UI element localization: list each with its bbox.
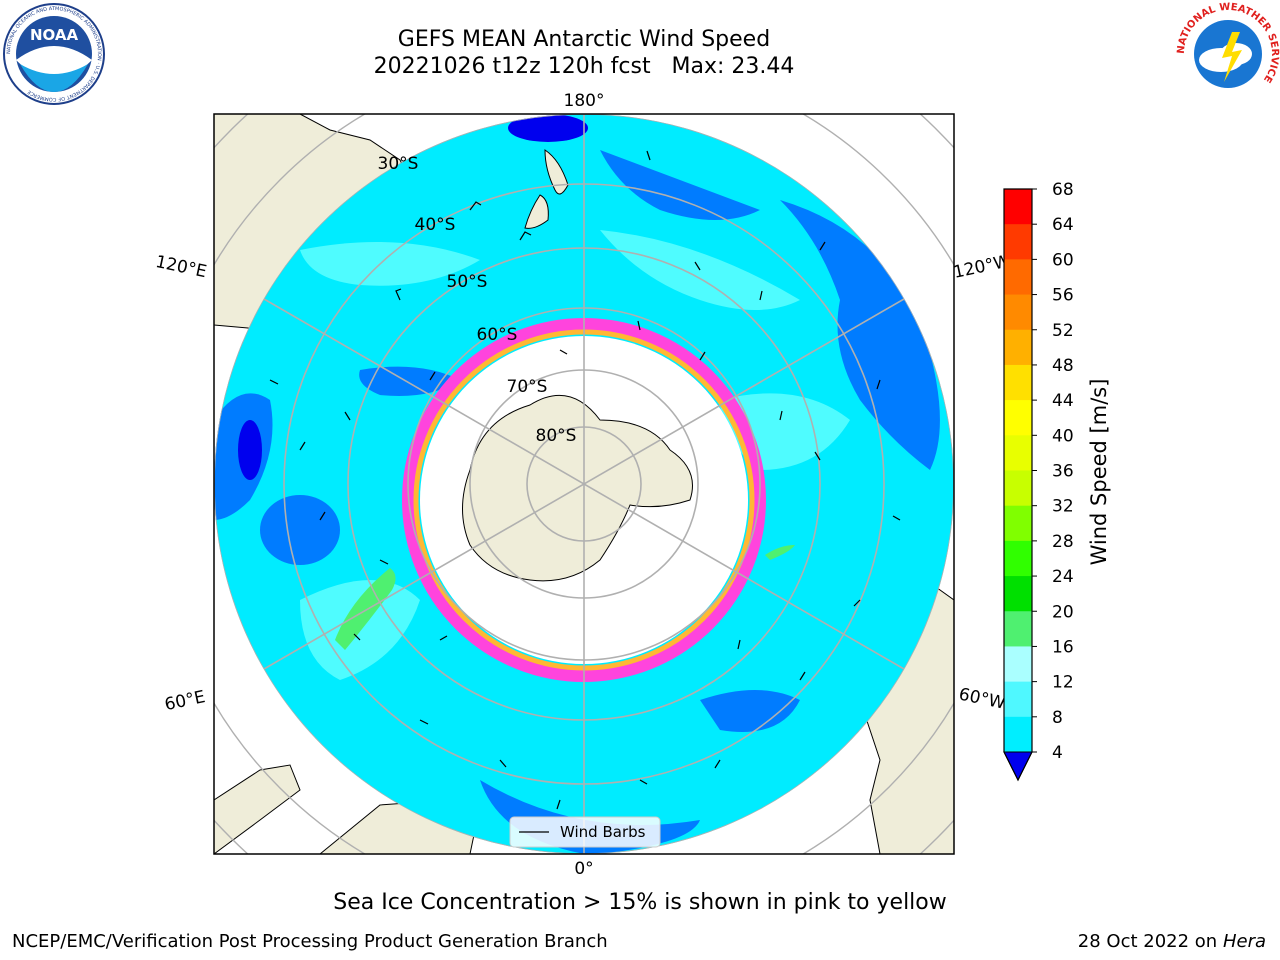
- lon-label-60w: 60°W: [957, 684, 1007, 713]
- colorbar-tick-label: 36: [1052, 462, 1074, 482]
- colorbar-segment: [1004, 329, 1032, 366]
- colorbar-segment: [1004, 716, 1032, 753]
- colorbar-segment: [1004, 435, 1032, 471]
- nws-logo: NATIONAL WEATHER SERVICE: [1176, 2, 1280, 104]
- colorbar-segment: [1004, 681, 1032, 718]
- colorbar-segment: [1004, 259, 1032, 296]
- colorbar-tick-label: 28: [1052, 532, 1074, 552]
- lon-label-180: 180°: [564, 91, 605, 111]
- lon-label-120e: 120°E: [154, 252, 209, 282]
- colorbar-tick-label: 64: [1052, 215, 1074, 235]
- colorbar-segment: [1004, 646, 1032, 683]
- lat-label-60s: 60°S: [477, 325, 518, 345]
- lat-label-70s: 70°S: [507, 377, 548, 397]
- colorbar-segment: [1004, 364, 1032, 401]
- colorbar-label: Wind Speed [m/s]: [1087, 379, 1111, 566]
- colorbar-tick-label: 44: [1052, 391, 1074, 411]
- colorbar-tick-label: 16: [1052, 637, 1074, 657]
- noaa-logo: NOAA NATIONAL OCEANIC AND ATMOSPHERIC AD…: [3, 3, 105, 105]
- lat-label-50s: 50°S: [447, 272, 488, 292]
- colorbar-tick-label: 32: [1052, 497, 1074, 517]
- colorbar-segment: [1004, 224, 1032, 260]
- footer-credit: NCEP/EMC/Verification Post Processing Pr…: [12, 931, 608, 952]
- footer-date: 28 Oct 2022 on Hera: [1078, 931, 1266, 952]
- colorbar-segment: [1004, 294, 1032, 331]
- colorbar-tick-label: 4: [1052, 743, 1063, 763]
- colorbar-frame: [1003, 188, 1033, 782]
- colorbar-tick-label: 56: [1052, 286, 1074, 306]
- wind-speed-map: 30°S 40°S 50°S 60°S 70°S 80°S 180° 0° 12…: [154, 91, 1111, 879]
- colorbar-tick-label: 20: [1052, 602, 1074, 622]
- title-line-2: 20221026 t12z 120h fcst Max: 23.44: [373, 54, 795, 79]
- graticule: [214, 114, 954, 854]
- colorbar-segment: [1004, 505, 1032, 542]
- caption: Sea Ice Concentration > 15% is shown in …: [333, 890, 947, 915]
- colorbar-segment: [1004, 576, 1032, 612]
- lat-label-30s: 30°S: [378, 154, 419, 174]
- colorbar: 68 64 60 56 52 48 44 40 36 32 28 24 20 16 12 8 4: [1003, 180, 1074, 782]
- lat-label-40s: 40°S: [415, 215, 456, 235]
- lon-label-60e: 60°E: [163, 687, 207, 715]
- lon-label-120w: 120°W: [952, 251, 1013, 283]
- map-frame: [213, 113, 955, 855]
- colorbar-tick-label: 48: [1052, 356, 1074, 376]
- colorbar-segment: [1004, 470, 1032, 507]
- colorbar-tick-label: 60: [1052, 250, 1074, 270]
- colorbar-under-arrow: [1003, 751, 1033, 782]
- colorbar-tick-label: 40: [1052, 426, 1074, 446]
- colorbar-tick-label: 24: [1052, 567, 1074, 587]
- footer-host: Hera: [1222, 931, 1266, 952]
- noaa-logo-text: NOAA: [30, 26, 79, 44]
- colorbar-segment: [1004, 189, 1032, 225]
- colorbar-tick-label: 8: [1052, 708, 1063, 728]
- colorbar-tick-label: 52: [1052, 321, 1074, 341]
- colorbar-tick-label: 12: [1052, 673, 1074, 693]
- footer-date-text: 28 Oct 2022 on: [1077, 931, 1223, 952]
- colorbar-segment: [1004, 540, 1032, 577]
- colorbar-tick-label: 68: [1052, 180, 1074, 200]
- colorbar-segment: [1004, 611, 1032, 647]
- wind-barbs: [269, 150, 901, 810]
- legend: Wind Barbs: [509, 816, 661, 848]
- colorbar-segment: [1004, 400, 1032, 436]
- legend-label: Wind Barbs: [560, 823, 646, 841]
- title-line-1: GEFS MEAN Antarctic Wind Speed: [397, 27, 771, 52]
- lon-label-0: 0°: [574, 859, 593, 879]
- lat-label-80s: 80°S: [536, 426, 577, 446]
